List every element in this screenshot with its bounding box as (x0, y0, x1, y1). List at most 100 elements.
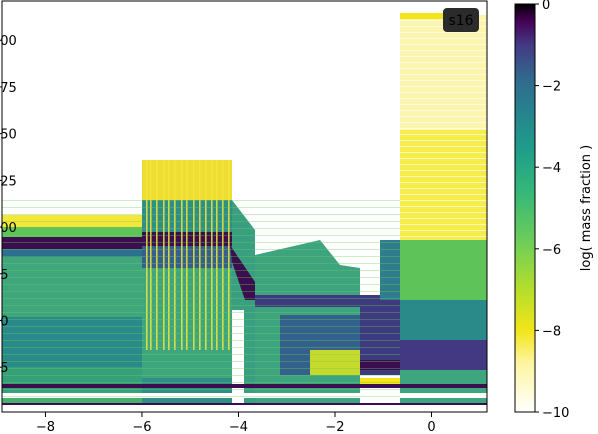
bottom-white-stripe (2, 393, 487, 398)
streak (205, 160, 207, 350)
band-line (400, 86, 487, 87)
colorbar: 0 −2 −4 −6 −8 −10 (514, 0, 569, 421)
band-line (400, 68, 487, 69)
band-line (400, 122, 487, 123)
band-line (2, 368, 400, 369)
region-far-right-teal (400, 300, 487, 340)
y-tick-label: 25 (0, 361, 9, 376)
band-line (400, 62, 487, 63)
band-line (2, 340, 400, 341)
band-line (400, 236, 487, 237)
region-left-upper-band (2, 227, 142, 237)
streak (174, 160, 176, 350)
streak (181, 160, 183, 350)
band-line (2, 235, 400, 236)
band-line (400, 44, 487, 45)
colorbar-tick-label: −6 (542, 243, 561, 258)
streak (228, 160, 230, 350)
band-line (400, 218, 487, 219)
band-line (2, 305, 400, 306)
band-line (400, 110, 487, 111)
label-box-bg (443, 8, 479, 32)
y-tick-label: 75 (0, 268, 9, 283)
region-center-dark (255, 295, 360, 307)
region-far-right-mid (400, 130, 487, 240)
plot-area (2, 1, 487, 412)
label-box-text: s16 (448, 13, 473, 29)
streak (211, 160, 213, 350)
band-line (2, 214, 400, 215)
region-left-top-yellow (2, 215, 142, 227)
band-line (400, 176, 487, 177)
label-box: s16 (443, 8, 479, 32)
band-line (400, 224, 487, 225)
colorbar-tick-label: 0 (542, 0, 550, 13)
band-line (2, 312, 400, 313)
band-line (2, 333, 400, 334)
band-line (400, 38, 487, 39)
colorbar-tick-label: −8 (542, 324, 561, 339)
band-line (400, 200, 487, 201)
band-line (400, 134, 487, 135)
y-tick-label: 100 (0, 221, 17, 236)
band-line (400, 188, 487, 189)
dark-band-right (360, 360, 400, 370)
band-line (2, 354, 400, 355)
band-line (400, 212, 487, 213)
band-line (2, 291, 400, 292)
bottom-dark-stripe-2 (2, 403, 487, 405)
band-line (2, 375, 400, 376)
region-drop-gap (232, 310, 244, 405)
band-line (2, 326, 400, 327)
band-line (400, 170, 487, 171)
streak (186, 160, 188, 350)
y-tick-label: 125 (0, 174, 17, 189)
band-line (400, 116, 487, 117)
streak (199, 160, 201, 350)
x-tick-label: −6 (132, 420, 151, 434)
dark-diagonal-band (230, 245, 260, 300)
region-left-blue-band (2, 249, 142, 257)
band-line (400, 206, 487, 207)
plot-frame (1, 0, 488, 413)
colorbar-tick-label: −2 (542, 80, 561, 95)
band-line (2, 382, 400, 383)
streak (156, 160, 158, 350)
band-line (2, 270, 400, 271)
band-line (400, 182, 487, 183)
x-axis: −8 −6 −4 −2 0 (36, 412, 436, 434)
x-tick-label: 0 (427, 420, 435, 434)
band-line (400, 146, 487, 147)
band-line (2, 263, 400, 264)
region-left-mid (2, 257, 142, 317)
region-right-blue (380, 240, 400, 300)
band-line (400, 230, 487, 231)
region-left-teal (2, 317, 142, 367)
band-line (400, 128, 487, 129)
band-line (2, 319, 400, 320)
y-tick-label: 50 (0, 314, 9, 329)
band-line (400, 140, 487, 141)
band-line (400, 104, 487, 105)
streak (193, 160, 195, 350)
band-line (2, 284, 400, 285)
bottom-dark-stripe (2, 384, 487, 388)
band-line (2, 347, 400, 348)
x-tick-label: −4 (229, 420, 248, 434)
band-line (2, 228, 400, 229)
y-tick-label: 175 (0, 81, 17, 96)
band-line (400, 158, 487, 159)
band-line (400, 194, 487, 195)
region-far-right-purple (400, 340, 487, 370)
y-tick-label: 150 (0, 128, 17, 143)
region-far-right-top (400, 13, 475, 19)
bottom-white-base (2, 405, 487, 412)
band-line (400, 56, 487, 57)
band-line (400, 80, 487, 81)
streak (222, 160, 224, 350)
colorbar-tick-label: −10 (542, 406, 569, 421)
dark-band-left (2, 237, 147, 249)
x-tick-label: −8 (36, 420, 55, 434)
band-line (2, 221, 400, 222)
